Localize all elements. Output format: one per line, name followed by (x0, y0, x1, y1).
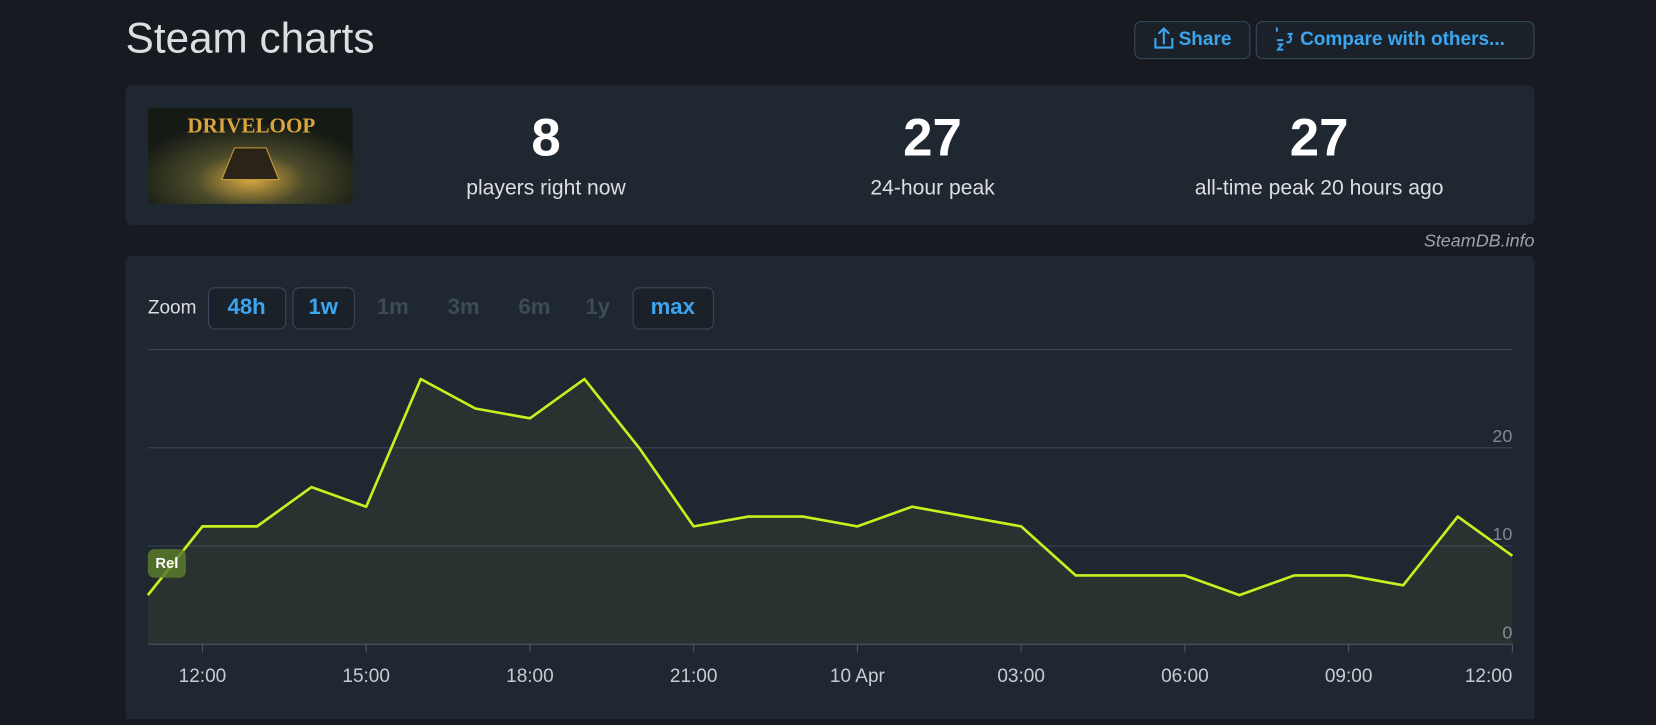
x-tick-label: 18:00 (506, 666, 554, 687)
stat-label: players right now (466, 177, 626, 200)
zoom-option[interactable]: 1w (308, 294, 338, 319)
zoom-option: 1m (377, 294, 409, 319)
y-tick-label: 0 (1502, 622, 1512, 642)
chart-card (125, 255, 1535, 725)
compare-button-box[interactable] (1255, 21, 1535, 60)
compare-icon (1275, 27, 1294, 51)
stat-label: 24-hour peak (870, 177, 995, 200)
share-button[interactable]: Share (1134, 21, 1251, 60)
zoom-option: 3m (448, 294, 480, 319)
zoom-option: 6m (518, 294, 550, 319)
share-label[interactable]: Share (1179, 29, 1232, 50)
compare-button[interactable]: Compare with others... (1255, 21, 1535, 60)
stat-label: all-time peak 20 hours ago (1195, 177, 1444, 200)
x-tick-label: 03:00 (997, 666, 1045, 687)
zoom-option[interactable]: max (651, 294, 696, 319)
y-tick-label: 10 (1492, 524, 1512, 544)
area (147, 379, 1513, 645)
zoom-button[interactable] (208, 287, 287, 330)
zoom-label: Zoom (148, 297, 197, 318)
game-logo: DRIVELOOP (187, 114, 315, 138)
x-tick-label: 10 Apr (830, 666, 886, 687)
x-tick-label: 12:00 (179, 666, 227, 687)
zoom-option[interactable]: 48h (228, 294, 266, 319)
x-tick-label: 15:00 (342, 666, 390, 687)
compare-label[interactable]: Compare with others... (1300, 29, 1505, 50)
annotation-badge (147, 549, 186, 578)
page-title: Steam charts (126, 14, 375, 61)
x-tick-label: 21:00 (670, 666, 718, 687)
zoom-button[interactable] (292, 287, 355, 330)
x-tick-label: 06:00 (1161, 666, 1209, 687)
zoom-button[interactable] (632, 287, 714, 330)
annotation-label: Rel (155, 556, 178, 572)
source-label: SteamDB.info (1424, 231, 1535, 251)
y-tick-label: 20 (1492, 426, 1512, 446)
game-image-car (221, 147, 280, 181)
stat-value: 27 (903, 108, 962, 167)
stats-card (125, 85, 1535, 225)
stat-value: 27 (1290, 108, 1349, 167)
x-tick-label: 09:00 (1325, 666, 1373, 687)
stat-value: 8 (531, 108, 560, 167)
line (146, 377, 1514, 597)
x-tick-label: 12:00 (1465, 666, 1513, 687)
share-icon (1154, 27, 1174, 49)
zoom-option: 1y (585, 294, 610, 319)
